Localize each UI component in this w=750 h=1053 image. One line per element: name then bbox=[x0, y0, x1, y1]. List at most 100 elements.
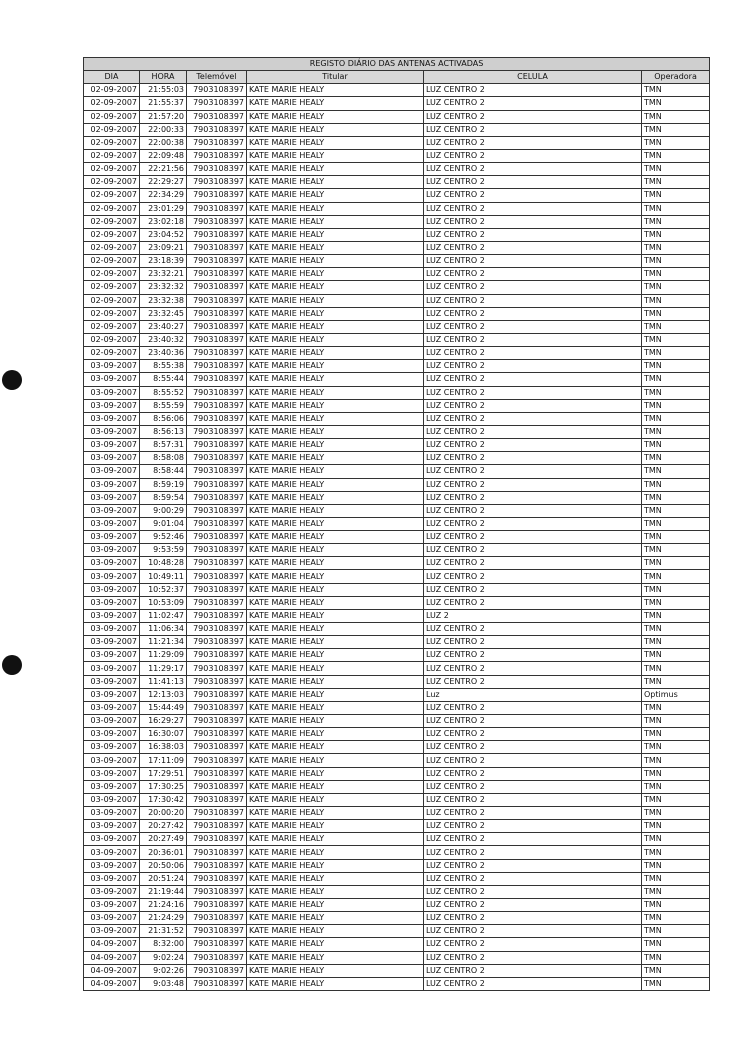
cell-hora: 8:56:13 bbox=[139, 424, 187, 440]
table-row: 02-09-2007 23:40:32 7903108397 KATE MARIE H… bbox=[83, 332, 711, 348]
cell-celula: LUZ CENTRO 2 bbox=[423, 464, 642, 479]
cell-celula: Luz bbox=[423, 687, 642, 702]
cell-titular: KATE MARIE HEALY bbox=[246, 464, 424, 479]
cell-dia: 02-09-2007 bbox=[83, 135, 140, 150]
cell-hora: 10:53:09 bbox=[139, 595, 187, 610]
cell-dia: 03-09-2007 bbox=[83, 608, 140, 624]
cell-dia: 02-09-2007 bbox=[83, 214, 140, 229]
cell-dia: 03-09-2007 bbox=[83, 819, 140, 834]
cell-hora: 21:24:29 bbox=[139, 911, 187, 926]
table-row: 02-09-2007 21:57:20 7903108397 KATE MARIE H… bbox=[83, 109, 711, 124]
cell-titular: KATE MARIE HEALY bbox=[246, 819, 424, 834]
cell-titular: KATE MARIE HEALY bbox=[246, 792, 424, 808]
cell-operadora: TMN bbox=[640, 792, 711, 808]
cell-telemovel: 7903108397 bbox=[186, 411, 247, 426]
cell-celula: LUZ CENTRO 2 bbox=[423, 543, 642, 558]
cell-celula: LUZ CENTRO 2 bbox=[423, 175, 642, 190]
cell-celula: LUZ CENTRO 2 bbox=[423, 438, 642, 453]
cell-dia: 03-09-2007 bbox=[83, 687, 140, 702]
cell-titular: KATE MARIE HEALY bbox=[246, 451, 424, 466]
cell-telemovel: 7903108397 bbox=[186, 227, 247, 242]
cell-telemovel: 7903108397 bbox=[186, 911, 247, 926]
cell-celula: LUZ CENTRO 2 bbox=[423, 897, 642, 913]
table-row: 03-09-2007 8:55:38 7903108397 KATE MARIE HE… bbox=[83, 359, 711, 374]
cell-hora: 10:49:11 bbox=[139, 569, 187, 584]
table-row: 03-09-2007 8:59:19 7903108397 KATE MARIE HE… bbox=[83, 477, 711, 492]
table-row: 03-09-2007 17:30:42 7903108397 KATE MARIE H… bbox=[83, 792, 711, 808]
cell-telemovel: 7903108397 bbox=[186, 543, 247, 558]
cell-celula: LUZ CENTRO 2 bbox=[423, 372, 642, 387]
cell-titular: KATE MARIE HEALY bbox=[246, 267, 424, 282]
cell-celula: LUZ CENTRO 2 bbox=[423, 766, 642, 781]
cell-operadora: TMN bbox=[640, 411, 711, 426]
cell-telemovel: 7903108397 bbox=[186, 346, 247, 361]
cell-telemovel: 7903108397 bbox=[186, 135, 247, 150]
cell-telemovel: 7903108397 bbox=[186, 306, 247, 321]
cell-dia: 03-09-2007 bbox=[83, 503, 140, 518]
cell-dia: 04-09-2007 bbox=[83, 937, 140, 952]
cell-titular: KATE MARIE HEALY bbox=[246, 477, 424, 492]
cell-operadora: TMN bbox=[640, 477, 711, 492]
cell-hora: 22:09:48 bbox=[139, 148, 187, 164]
cell-celula: LUZ CENTRO 2 bbox=[423, 214, 642, 229]
cell-titular: KATE MARIE HEALY bbox=[246, 635, 424, 650]
cell-hora: 21:55:03 bbox=[139, 83, 187, 98]
table-row: 03-09-2007 21:24:16 7903108397 KATE MARIE H… bbox=[83, 897, 711, 913]
cell-titular: KATE MARIE HEALY bbox=[246, 556, 424, 571]
cell-celula: LUZ CENTRO 2 bbox=[423, 911, 642, 926]
cell-dia: 02-09-2007 bbox=[83, 162, 140, 177]
cell-dia: 03-09-2007 bbox=[83, 727, 140, 742]
cell-titular: KATE MARIE HEALY bbox=[246, 83, 424, 98]
cell-operadora: TMN bbox=[640, 135, 711, 150]
cell-telemovel: 7903108397 bbox=[186, 779, 247, 794]
cell-hora: 8:59:54 bbox=[139, 490, 187, 505]
cell-operadora: TMN bbox=[640, 293, 711, 308]
cell-dia: 03-09-2007 bbox=[83, 556, 140, 571]
cell-operadora: TMN bbox=[640, 319, 711, 334]
cell-telemovel: 7903108397 bbox=[186, 398, 247, 413]
cell-celula: LUZ CENTRO 2 bbox=[423, 937, 642, 952]
cell-dia: 03-09-2007 bbox=[83, 438, 140, 453]
cell-telemovel: 7903108397 bbox=[186, 83, 247, 98]
cell-celula: LUZ CENTRO 2 bbox=[423, 122, 642, 137]
cell-titular: KATE MARIE HEALY bbox=[246, 240, 424, 256]
cell-titular: KATE MARIE HEALY bbox=[246, 845, 424, 860]
cell-operadora: TMN bbox=[640, 950, 711, 965]
table-row: 02-09-2007 22:29:27 7903108397 KATE MARIE H… bbox=[83, 175, 711, 190]
cell-celula: LUZ CENTRO 2 bbox=[423, 240, 642, 256]
cell-titular: KATE MARIE HEALY bbox=[246, 530, 424, 545]
cell-dia: 03-09-2007 bbox=[83, 516, 140, 532]
cell-titular: KATE MARIE HEALY bbox=[246, 963, 424, 978]
table-row: 03-09-2007 8:56:13 7903108397 KATE MARIE HE… bbox=[83, 424, 711, 440]
cell-dia: 03-09-2007 bbox=[83, 832, 140, 847]
table-row: 03-09-2007 8:57:31 7903108397 KATE MARIE HE… bbox=[83, 438, 711, 453]
cell-hora: 23:40:32 bbox=[139, 332, 187, 348]
cell-hora: 21:31:52 bbox=[139, 924, 187, 939]
cell-telemovel: 7903108397 bbox=[186, 884, 247, 900]
cell-celula: LUZ CENTRO 2 bbox=[423, 83, 642, 98]
table-row: 02-09-2007 23:32:45 7903108397 KATE MARIE H… bbox=[83, 306, 711, 321]
table-row: 03-09-2007 11:29:17 7903108397 KATE MARIE H… bbox=[83, 661, 711, 676]
cell-celula: LUZ CENTRO 2 bbox=[423, 148, 642, 164]
cell-titular: KATE MARIE HEALY bbox=[246, 411, 424, 426]
cell-operadora: TMN bbox=[640, 556, 711, 571]
table-row: 02-09-2007 23:02:18 7903108397 KATE MARIE H… bbox=[83, 214, 711, 229]
cell-operadora: TMN bbox=[640, 188, 711, 203]
cell-celula: LUZ CENTRO 2 bbox=[423, 162, 642, 177]
cell-operadora: TMN bbox=[640, 240, 711, 256]
cell-dia: 03-09-2007 bbox=[83, 806, 140, 821]
table-row: 03-09-2007 10:48:28 7903108397 KATE MARIE H… bbox=[83, 556, 711, 571]
cell-dia: 02-09-2007 bbox=[83, 175, 140, 190]
table-row: 04-09-2007 9:02:24 7903108397 KATE MARIE HE… bbox=[83, 950, 711, 965]
cell-hora: 11:41:13 bbox=[139, 674, 187, 689]
cell-operadora: TMN bbox=[640, 503, 711, 518]
cell-hora: 8:58:44 bbox=[139, 464, 187, 479]
cell-titular: KATE MARIE HEALY bbox=[246, 582, 424, 597]
cell-celula: LUZ CENTRO 2 bbox=[423, 569, 642, 584]
cell-telemovel: 7903108397 bbox=[186, 162, 247, 177]
cell-titular: KATE MARIE HEALY bbox=[246, 714, 424, 729]
column-header-celula: CELULA bbox=[423, 70, 642, 85]
cell-telemovel: 7903108397 bbox=[186, 871, 247, 886]
table-row: 03-09-2007 11:06:34 7903108397 KATE MARIE H… bbox=[83, 622, 711, 637]
cell-dia: 03-09-2007 bbox=[83, 582, 140, 597]
